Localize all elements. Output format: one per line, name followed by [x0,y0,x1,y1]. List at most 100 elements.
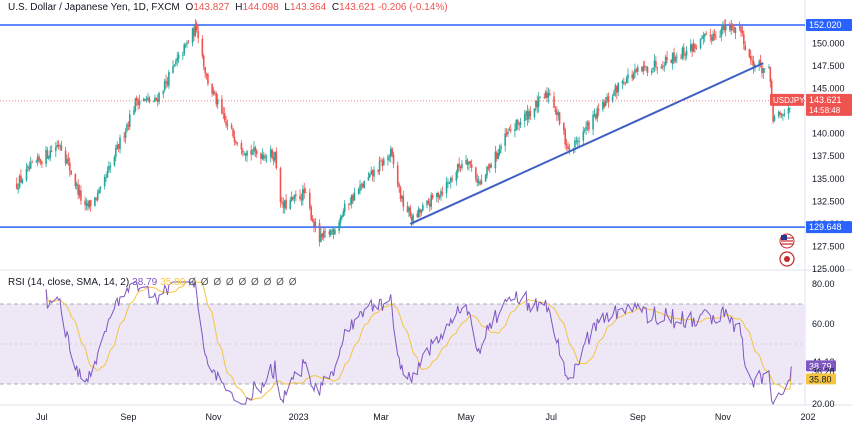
candle-body [369,173,371,178]
candle-body [115,147,117,157]
candle-body [440,191,442,196]
candle-body [21,179,24,184]
candle-body [621,81,624,84]
trend-line [409,62,764,225]
candle-body [162,91,165,94]
price-tick-label: 125.000 [812,264,845,274]
symbol-title: U.S. Dollar / Japanese Yen, 1D, FXCM [8,2,180,13]
candle-body [80,190,82,201]
candle-body [46,150,49,159]
candle-body [650,70,653,73]
candle-body [543,97,546,99]
candle-body [466,160,469,165]
price-tick-label: 132.500 [812,196,845,206]
candle-body [216,99,219,105]
candle-body [695,47,698,49]
candle-body [430,194,433,207]
candle-body [715,36,717,38]
candle-body [509,130,512,132]
candle-body [709,34,712,37]
candle-body [498,149,501,155]
candle-body [113,156,116,166]
high-label: H [235,2,243,13]
price-tick-label: 137.500 [812,151,845,161]
candle-body [329,230,332,235]
eye-icons[interactable]: Ø Ø Ø Ø Ø Ø Ø Ø Ø [188,277,298,288]
candle-body [539,96,541,98]
candle-body [156,99,159,102]
candle-body [137,99,139,106]
candle-body [370,170,373,174]
candle-body [603,102,606,108]
candle-body [154,97,156,102]
candle-body [253,146,255,153]
candle-body [479,181,481,185]
candle-body [779,112,781,115]
candle-body [477,181,480,183]
candle-body [106,170,109,178]
candle-body [662,65,664,67]
candle-body [20,175,22,183]
candle-body [685,50,688,56]
candle-body [556,111,558,115]
time-tick-label: Jul [545,412,557,422]
candle-body [186,42,188,45]
candle-body [320,233,322,242]
candle-body [763,68,766,70]
candle-body [235,141,237,143]
candle-body [673,52,675,62]
candle-body [574,140,576,148]
candle-body [636,67,639,72]
close-label: C [331,2,340,13]
candle-body [476,179,479,183]
candle-body [392,154,395,165]
candle-body [624,83,626,85]
candle-body [455,172,458,181]
candle-body [469,161,472,164]
candle-body [663,65,666,68]
candle-body [147,98,149,99]
rsi-tick-label: 60.00 [812,319,835,329]
rsi-sma-value-tag [806,373,836,385]
candle-body [486,166,488,176]
candle-body [172,66,174,73]
candle-body [451,178,453,180]
candle-body [554,108,557,113]
candle-body [283,200,286,208]
candle-body [142,98,145,102]
candle-body [350,195,353,204]
symbol-tag-label: USDJPY [773,96,805,105]
candle-body [138,100,141,105]
last-price-label: 143.621 [809,95,842,105]
level-price-label: 129.648 [809,222,842,232]
candle-body [244,153,247,156]
candle-body [606,96,608,101]
price-tick-label: 147.500 [812,61,845,71]
candle-body [733,27,735,33]
open-label: O [185,2,194,13]
us-flag-canton [781,235,787,240]
rsi-tick-label: 80.00 [812,279,835,289]
candle-body [645,66,647,68]
time-tick-label: Sep [630,412,646,422]
candle-body [311,219,314,221]
candle-body [666,57,668,60]
last-price-tag [806,93,852,116]
candle-body [713,33,716,37]
candle-body [119,137,121,150]
candle-body [564,129,566,145]
candle-body [597,109,600,111]
candle-body [371,170,374,176]
rsi-value-label: 38.79 [809,361,832,371]
candle-body [634,69,636,74]
candle-body [533,108,536,118]
price-tick-label: 127.500 [812,242,845,252]
candle-body [250,150,252,155]
candle-body [682,47,685,56]
candle-body [567,145,569,149]
candle-body [363,180,366,188]
candle-body [723,25,726,30]
candle-body [183,44,186,55]
candle-body [646,67,649,73]
